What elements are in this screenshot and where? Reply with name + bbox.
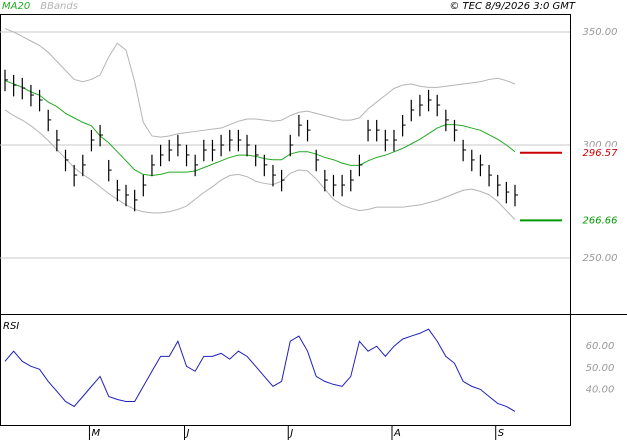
y-tick-label: 60.00	[586, 341, 615, 352]
rsi-line	[4, 328, 516, 412]
x-tick-label: A	[393, 428, 401, 439]
panel-title: RSI	[3, 321, 19, 332]
y-tick-label: 300.00	[583, 140, 618, 151]
level-label: 266.66	[583, 215, 618, 226]
legend-entry: BBands	[40, 1, 78, 12]
y-tick-label: 250.00	[583, 253, 618, 264]
frame	[0, 14, 571, 426]
x-tick-label: M	[91, 428, 100, 439]
y-tick-label: 40.00	[586, 384, 615, 395]
x-tick-label: J	[185, 428, 190, 439]
legend-entry: MA20	[2, 1, 30, 12]
x-tick-label: J	[288, 428, 293, 439]
level-label-bg	[572, 214, 626, 227]
level-label-bg	[572, 146, 626, 159]
y-tick-label: 350.00	[583, 27, 618, 38]
y-tick-label: 50.00	[586, 363, 615, 374]
band-upper	[4, 28, 516, 138]
copyright: © TEC 8/9/2026 3:0 GMT	[449, 1, 576, 12]
level-label: 296.57	[583, 148, 619, 159]
band-lower	[4, 109, 516, 220]
x-tick-label: S	[498, 428, 505, 439]
ma-line	[4, 80, 516, 177]
